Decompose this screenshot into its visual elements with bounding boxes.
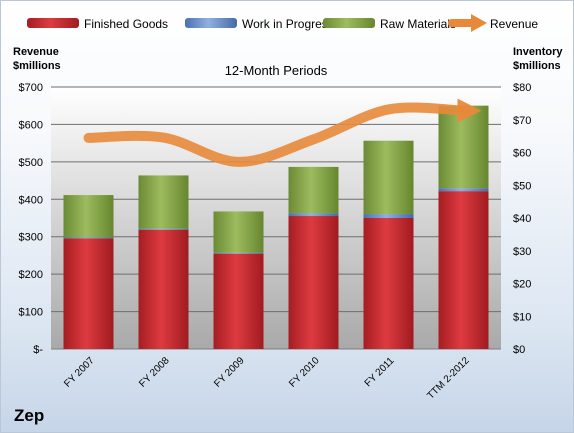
left-tick-label: $-: [33, 344, 43, 356]
right-axis-title-line2: $millions: [513, 60, 561, 72]
bar-work-in-progress: [363, 214, 414, 218]
bar-work-in-progress: [288, 213, 339, 217]
bar-raw-materials: [363, 140, 414, 215]
legend-label-raw-materials: Raw Materials: [380, 17, 456, 31]
left-tick-label: $100: [19, 307, 43, 319]
right-tick-label: $0: [513, 344, 525, 356]
right-tick-label: $80: [513, 82, 531, 94]
legend-swatch-finished-goods: [27, 18, 79, 28]
bar-finished-goods: [363, 218, 414, 349]
bar-group: [63, 105, 489, 349]
right-axis: $0 $10 $20 $30 $40 $50 $60 $70 $80: [513, 82, 531, 356]
right-tick-label: $70: [513, 115, 531, 127]
bar-raw-materials: [288, 166, 339, 214]
x-tick-label: FY 2008: [137, 355, 172, 390]
left-tick-label: $700: [19, 82, 43, 94]
bar-raw-materials: [213, 211, 264, 253]
x-tick-label: TTM 2-2012: [425, 355, 472, 402]
legend-swatch-raw-materials: [323, 18, 375, 28]
bar-raw-materials: [138, 175, 189, 229]
right-tick-label: $40: [513, 213, 531, 225]
right-tick-label: $10: [513, 311, 531, 323]
legend-item-work-in-progress: Work in Progress: [185, 17, 334, 31]
x-axis: FY 2007 FY 2008 FY 2009 FY 2010 FY 2011 TTM 2…: [62, 355, 472, 402]
bar-finished-goods: [438, 191, 489, 349]
left-axis-title-line2: $millions: [13, 60, 61, 72]
bar-work-in-progress: [138, 228, 189, 230]
left-axis: $- $100 $200 $300 $400 $500 $600 $700: [19, 82, 44, 356]
left-tick-label: $600: [19, 119, 43, 131]
left-axis-title: Revenue $millions: [13, 45, 61, 73]
bar-raw-materials: [63, 195, 114, 238]
right-axis-title: Inventory $millions: [513, 45, 563, 73]
right-axis-title-line1: Inventory: [513, 46, 563, 58]
bar-work-in-progress: [438, 188, 489, 192]
right-tick-label: $20: [513, 279, 531, 291]
left-tick-label: $300: [19, 232, 43, 244]
gridlines: [51, 86, 501, 350]
right-tick-label: $50: [513, 180, 531, 192]
x-tick-label: FY 2007: [62, 355, 97, 390]
bar-finished-goods: [63, 238, 114, 349]
left-tick-label: $200: [19, 269, 43, 281]
legend-label-work-in-progress: Work in Progress: [242, 17, 334, 31]
bar-work-in-progress: [63, 237, 114, 239]
revenue-line-group: [83, 98, 482, 167]
x-tick-label: FY 2010: [287, 355, 322, 390]
x-tick-label: FY 2009: [212, 355, 247, 390]
left-axis-title-line1: Revenue: [13, 46, 59, 58]
legend-swatch-work-in-progress: [185, 18, 237, 28]
legend-arrow-revenue: [471, 14, 487, 32]
bar-work-in-progress: [213, 252, 264, 254]
legend-item-finished-goods: Finished Goods: [27, 17, 168, 31]
chart-title: 12-Month Periods: [225, 63, 328, 78]
x-tick-label: FY 2011: [363, 355, 397, 389]
legend-label-revenue: Revenue: [490, 17, 538, 31]
legend-item-revenue: Revenue: [448, 14, 538, 32]
plot-area: [51, 87, 501, 349]
bar-finished-goods: [288, 216, 339, 349]
legend-item-raw-materials: Raw Materials: [323, 17, 456, 31]
left-tick-label: $500: [19, 157, 43, 169]
legend-label-finished-goods: Finished Goods: [84, 17, 168, 31]
revenue-arrowhead: [457, 98, 482, 123]
company-name: Zep: [14, 406, 45, 425]
bar-finished-goods: [138, 229, 189, 349]
revenue-line: [83, 102, 469, 167]
right-tick-label: $60: [513, 148, 531, 160]
left-tick-label: $400: [19, 194, 43, 206]
right-tick-label: $30: [513, 246, 531, 258]
bar-finished-goods: [213, 253, 264, 349]
legend: Finished Goods Work in Progress Raw Mate…: [27, 14, 538, 32]
